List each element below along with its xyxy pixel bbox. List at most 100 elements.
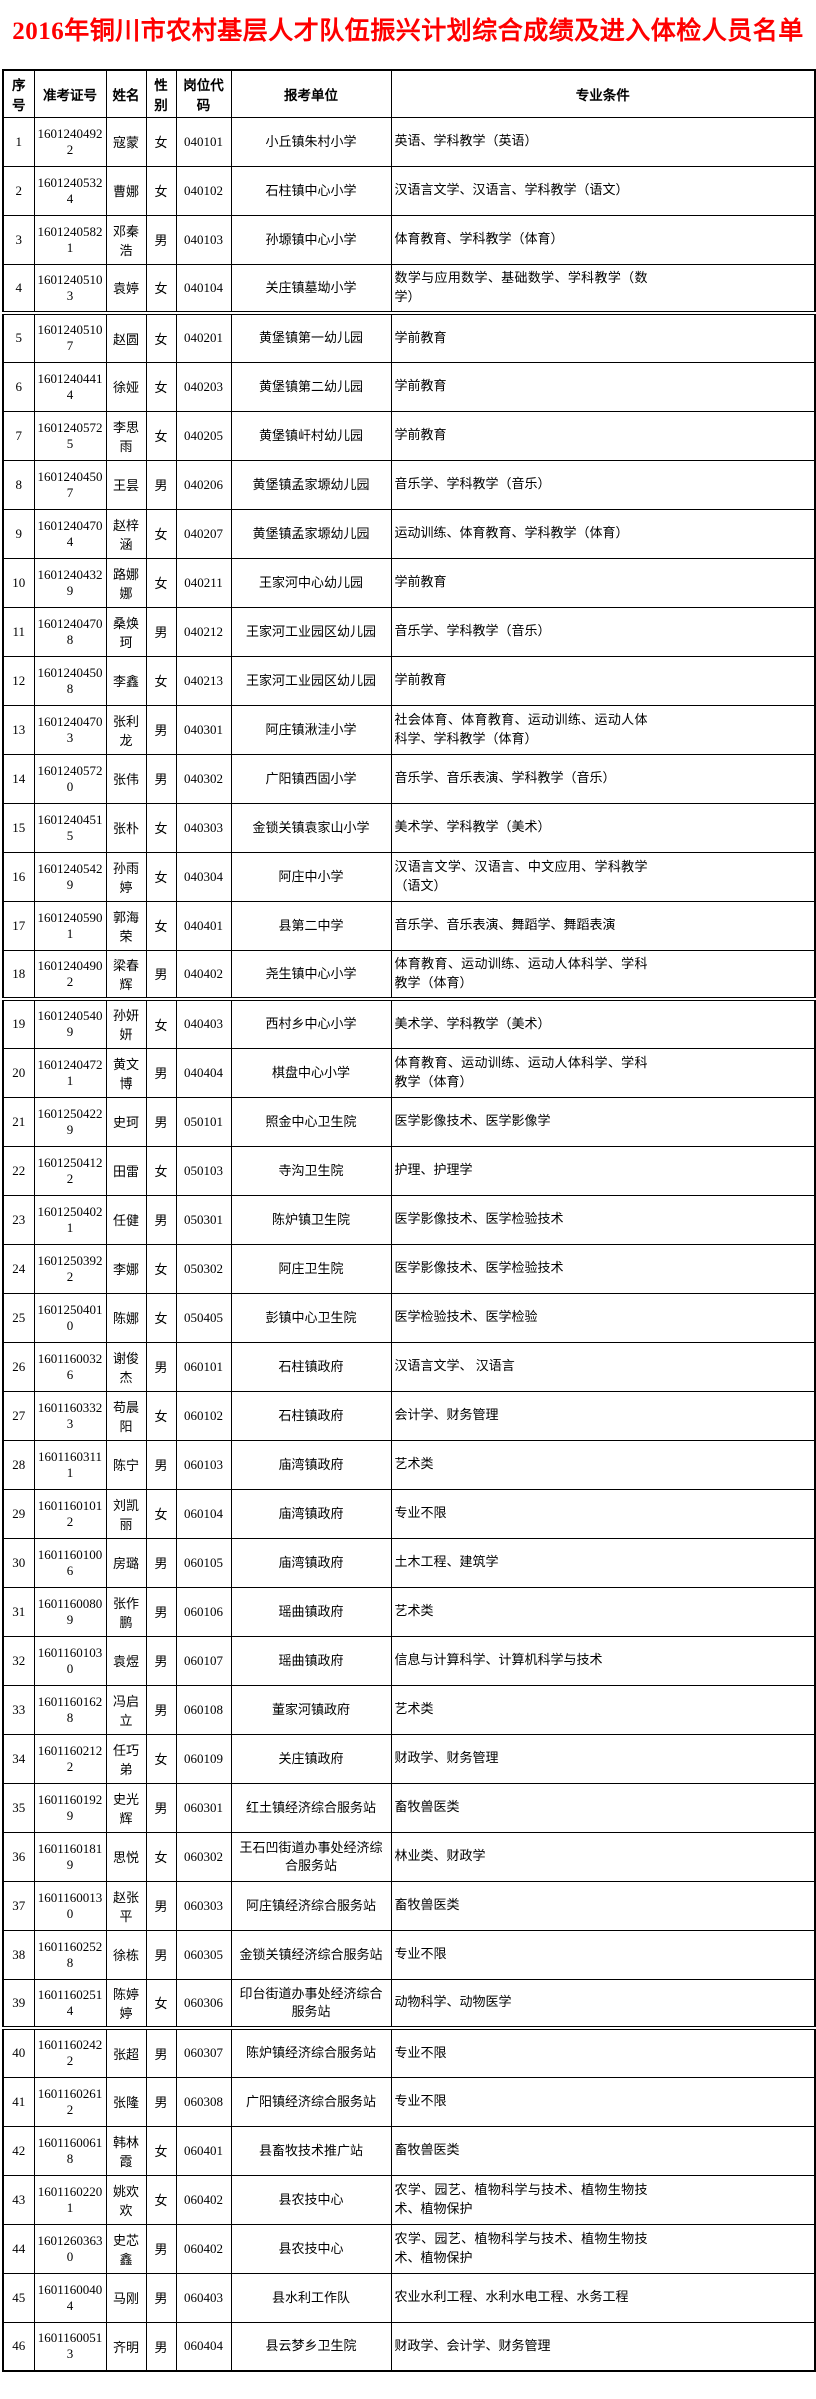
major-requirements-text: 音乐学、音乐表演、学科教学（音乐） [394,770,616,786]
major-requirements-text: 林业类、财政学 [394,1848,486,1864]
cell-post-code: 040201 [175,311,232,363]
cell-exam-ticket-number: 16011600130 [33,1880,107,1931]
cell-name: 张隆 [105,2076,147,2127]
cell-gender: 女 [145,361,177,412]
cell-post-code: 050405 [175,1292,232,1343]
cell-name: 刘凯丽 [105,1488,147,1539]
cell-gender: 女 [145,508,177,559]
cell-name: 徐娅 [105,361,147,412]
cell-serial-number: 15 [2,802,35,853]
cell-exam-ticket-number: 16012405725 [33,410,107,461]
cell-gender: 女 [145,997,177,1049]
cell-unit: 王家河工业园区幼儿园 [230,606,392,657]
major-requirements-text: 农学、园艺、植物科学与技术、植物生物技术、植物保护 [394,2230,648,2265]
cell-name: 房璐 [105,1537,147,1588]
cell-exam-ticket-number: 16011603323 [33,1390,107,1441]
cell-serial-number: 5 [2,311,35,363]
cell-major-requirements: 体育教育、运动训练、运动人体科学、学科教学（体育） [390,949,816,1000]
cell-post-code: 060402 [175,2223,232,2274]
table-row: 39 16011602514 陈婷婷 女 060306 印台街道办事处经济综合服… [2,1978,816,2029]
cell-unit: 彭镇中心卫生院 [230,1292,392,1343]
cell-major-requirements: 音乐学、音乐表演、学科教学（音乐） [390,753,816,804]
cell-serial-number: 7 [2,410,35,461]
cell-serial-number: 14 [2,753,35,804]
cell-major-requirements: 美术学、学科教学（美术） [390,997,816,1049]
cell-post-code: 060301 [175,1782,232,1833]
cell-major-requirements: 专业不限 [390,1929,816,1980]
cell-major-requirements: 医学影像技术、医学影像学 [390,1096,816,1147]
cell-name: 齐明 [105,2321,147,2372]
table-header: 序号 准考证号 姓名 性别 岗位代码 报考单位 专业条件 [2,69,816,118]
table-row: 29 16011601012 刘凯丽 女 060104 庙湾镇政府 专业不限 [2,1488,816,1539]
cell-exam-ticket-number: 16011600809 [33,1586,107,1637]
cell-major-requirements: 农业水利工程、水利水电工程、水务工程 [390,2272,816,2323]
cell-serial-number: 19 [2,997,35,1049]
cell-serial-number: 39 [2,1978,35,2029]
cell-name: 徐栋 [105,1929,147,1980]
cell-unit: 关庄镇政府 [230,1733,392,1784]
cell-name: 孙雨婷 [105,851,147,902]
cell-serial-number: 6 [2,361,35,412]
major-requirements-text: 财政学、会计学、财务管理 [394,2337,551,2353]
cell-serial-number: 42 [2,2125,35,2176]
cell-name: 黄文博 [105,1047,147,1098]
major-requirements-text: 专业不限 [394,1946,447,1962]
results-table: 序号 准考证号 姓名 性别 岗位代码 报考单位 专业条件 1 160124049… [2,68,816,2372]
cell-unit: 金锁关镇经济综合服务站 [230,1929,392,1980]
major-requirements-text: 体育教育、运动训练、运动人体科学、学科教学（体育） [394,1054,648,1089]
cell-exam-ticket-number: 16012404703 [33,704,107,755]
cell-serial-number: 36 [2,1831,35,1882]
cell-name: 张作鹏 [105,1586,147,1637]
cell-gender: 女 [145,557,177,608]
cell-exam-ticket-number: 16012504010 [33,1292,107,1343]
cell-post-code: 050103 [175,1145,232,1196]
cell-unit: 孙塬镇中心小学 [230,214,392,265]
cell-post-code: 040301 [175,704,232,755]
cell-major-requirements: 护理、护理学 [390,1145,816,1196]
header-name: 姓名 [105,69,147,118]
cell-unit: 广阳镇西固小学 [230,753,392,804]
cell-exam-ticket-number: 16011602422 [33,2026,107,2078]
major-requirements-text: 汉语言文学、汉语言、学科教学（语文） [394,182,629,198]
cell-exam-ticket-number: 16011603111 [33,1439,107,1490]
cell-name: 桑焕珂 [105,606,147,657]
table-row: 21 16012504229 史珂 男 050101 照金中心卫生院 医学影像技… [2,1096,816,1147]
cell-post-code: 060102 [175,1390,232,1441]
major-requirements-text: 艺术类 [394,1701,434,1717]
cell-unit: 红土镇经济综合服务站 [230,1782,392,1833]
cell-major-requirements: 社会体育、体育教育、运动训练、运动人体科学、学科教学（体育） [390,704,816,755]
cell-unit: 尧生镇中心小学 [230,949,392,1000]
cell-name: 寇蒙 [105,116,147,167]
table-row: 5 16012405107 赵圆 女 040201 黄堡镇第一幼儿园 学前教育 [2,311,816,363]
cell-major-requirements: 汉语言文学、汉语言、学科教学（语文） [390,165,816,216]
cell-major-requirements: 会计学、财务管理 [390,1390,816,1441]
cell-unit: 阿庄镇湫洼小学 [230,704,392,755]
cell-unit: 庙湾镇政府 [230,1488,392,1539]
cell-post-code: 060105 [175,1537,232,1588]
cell-major-requirements: 音乐学、学科教学（音乐） [390,606,816,657]
cell-major-requirements: 土木工程、建筑学 [390,1537,816,1588]
cell-unit: 印台街道办事处经济综合服务站 [230,1978,392,2029]
cell-exam-ticket-number: 16012404922 [33,116,107,167]
cell-serial-number: 3 [2,214,35,265]
table-row: 43 16011602201 姚欢欢 女 060402 县农技中心 农学、园艺、… [2,2174,816,2225]
cell-serial-number: 11 [2,606,35,657]
table-row: 46 16011600513 齐明 男 060404 县云梦乡卫生院 财政学、会… [2,2321,816,2372]
cell-name: 郭海荣 [105,900,147,951]
cell-exam-ticket-number: 16011601012 [33,1488,107,1539]
cell-gender: 女 [145,802,177,853]
cell-gender: 女 [145,1831,177,1882]
header-serial-number: 序号 [2,69,35,118]
major-requirements-text: 医学检验技术、医学检验 [394,1309,538,1325]
cell-exam-ticket-number: 16012405720 [33,753,107,804]
cell-unit: 王家河中心幼儿园 [230,557,392,608]
cell-major-requirements: 财政学、会计学、财务管理 [390,2321,816,2372]
table-row: 9 16012404704 赵梓涵 女 040207 黄堡镇孟家塬幼儿园 运动训… [2,508,816,559]
cell-unit: 阿庄镇经济综合服务站 [230,1880,392,1931]
cell-post-code: 040205 [175,410,232,461]
cell-serial-number: 9 [2,508,35,559]
cell-gender: 男 [145,1194,177,1245]
major-requirements-text: 信息与计算科学、计算机科学与技术 [394,1652,603,1668]
table-row: 2 16012405324 曹娜 女 040102 石柱镇中心小学 汉语言文学、… [2,165,816,216]
